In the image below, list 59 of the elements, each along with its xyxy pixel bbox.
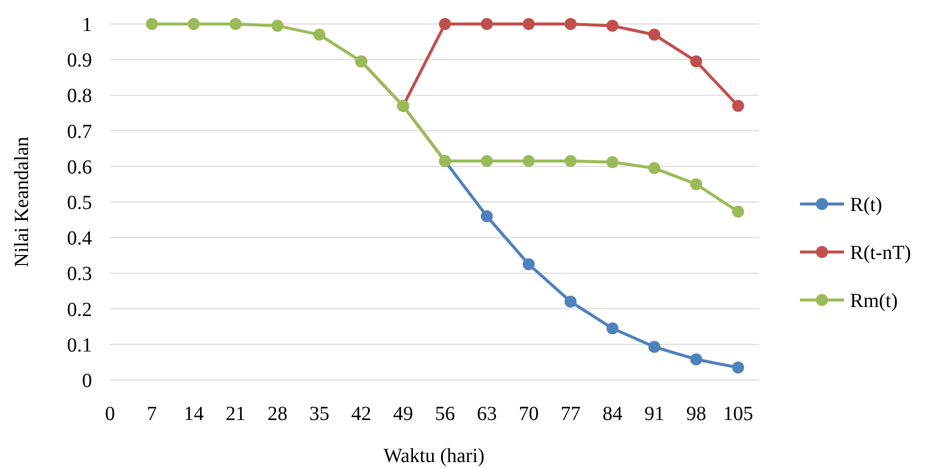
x-tick-label: 0 [105,403,115,425]
x-axis-title: Waktu (hari) [383,445,485,467]
point [648,340,660,353]
y-tick-label: 0.1 [67,334,92,356]
point [230,18,242,30]
point [188,18,200,30]
legend-label: R(t-nT) [850,242,912,264]
point [690,55,702,68]
y-tick-label: 0.5 [67,192,92,214]
point [606,156,618,168]
x-tick-label: 21 [226,403,246,425]
y-tick-label: 0.7 [67,120,92,143]
x-tick-label: 42 [351,403,372,425]
y-tick-label: 0.4 [67,228,92,250]
point [606,20,618,32]
point [648,28,660,41]
point [271,20,284,32]
point [564,18,577,30]
legend-label: Rm(t) [850,290,898,312]
x-tick-label: 28 [267,403,288,425]
point [313,28,326,41]
point [690,178,702,190]
y-tick-label: 0.9 [67,50,92,72]
point [480,18,493,30]
point [690,353,702,366]
point [480,210,493,222]
point [480,155,493,168]
point [564,296,577,308]
point [732,100,744,112]
x-tick-label: 7 [146,403,157,425]
y-tick-label: 0.8 [67,85,92,108]
point [522,258,535,270]
x-tick-label: 56 [434,403,455,425]
x-tick-label: 70 [518,403,539,425]
x-tick-label: 49 [393,403,414,425]
x-tick-label: 63 [476,403,497,425]
point [648,162,660,174]
y-tick-label: 0.6 [67,156,92,178]
point [522,155,535,168]
point [522,18,535,30]
y-tick-label: 0 [82,370,92,392]
y-tick-label: 0.3 [67,263,92,286]
point [732,362,744,374]
y-tick-label: 0.2 [67,298,92,321]
x-tick-label: 14 [184,403,204,425]
y-axis-title: Nilai Keandalan [11,136,33,268]
x-tick-label: 105 [723,403,754,425]
x-tick-label: 84 [602,403,622,425]
x-tick-label: 77 [560,403,581,425]
x-tick-label: 98 [686,403,706,425]
y-tick-label: 1 [82,14,92,36]
point [438,18,451,30]
x-tick-label: 35 [309,403,330,425]
point [606,322,618,334]
point [564,155,577,168]
legend-label: R(t) [850,194,882,216]
point [732,206,744,218]
point [146,18,158,30]
x-tick-label: 91 [644,403,664,425]
